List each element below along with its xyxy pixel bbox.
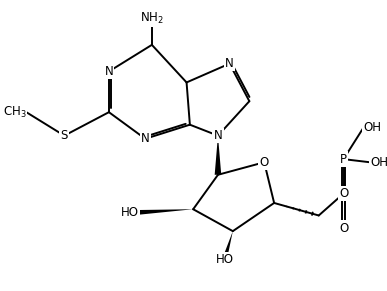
- Text: S: S: [61, 129, 68, 142]
- Text: P: P: [340, 153, 347, 166]
- Text: OH: OH: [363, 121, 381, 134]
- Text: N: N: [104, 65, 113, 78]
- Text: HO: HO: [216, 253, 234, 266]
- Polygon shape: [215, 136, 221, 175]
- Text: HO: HO: [121, 206, 139, 219]
- Text: O: O: [339, 187, 348, 200]
- Text: N: N: [141, 132, 150, 145]
- Text: N: N: [214, 129, 223, 142]
- Polygon shape: [139, 209, 193, 215]
- Text: CH$_3$: CH$_3$: [3, 105, 26, 120]
- Text: O: O: [260, 156, 269, 169]
- Text: O: O: [339, 221, 348, 235]
- Text: N: N: [225, 57, 234, 70]
- Polygon shape: [222, 231, 233, 260]
- Text: NH$_2$: NH$_2$: [140, 11, 164, 26]
- Text: OH: OH: [370, 156, 387, 169]
